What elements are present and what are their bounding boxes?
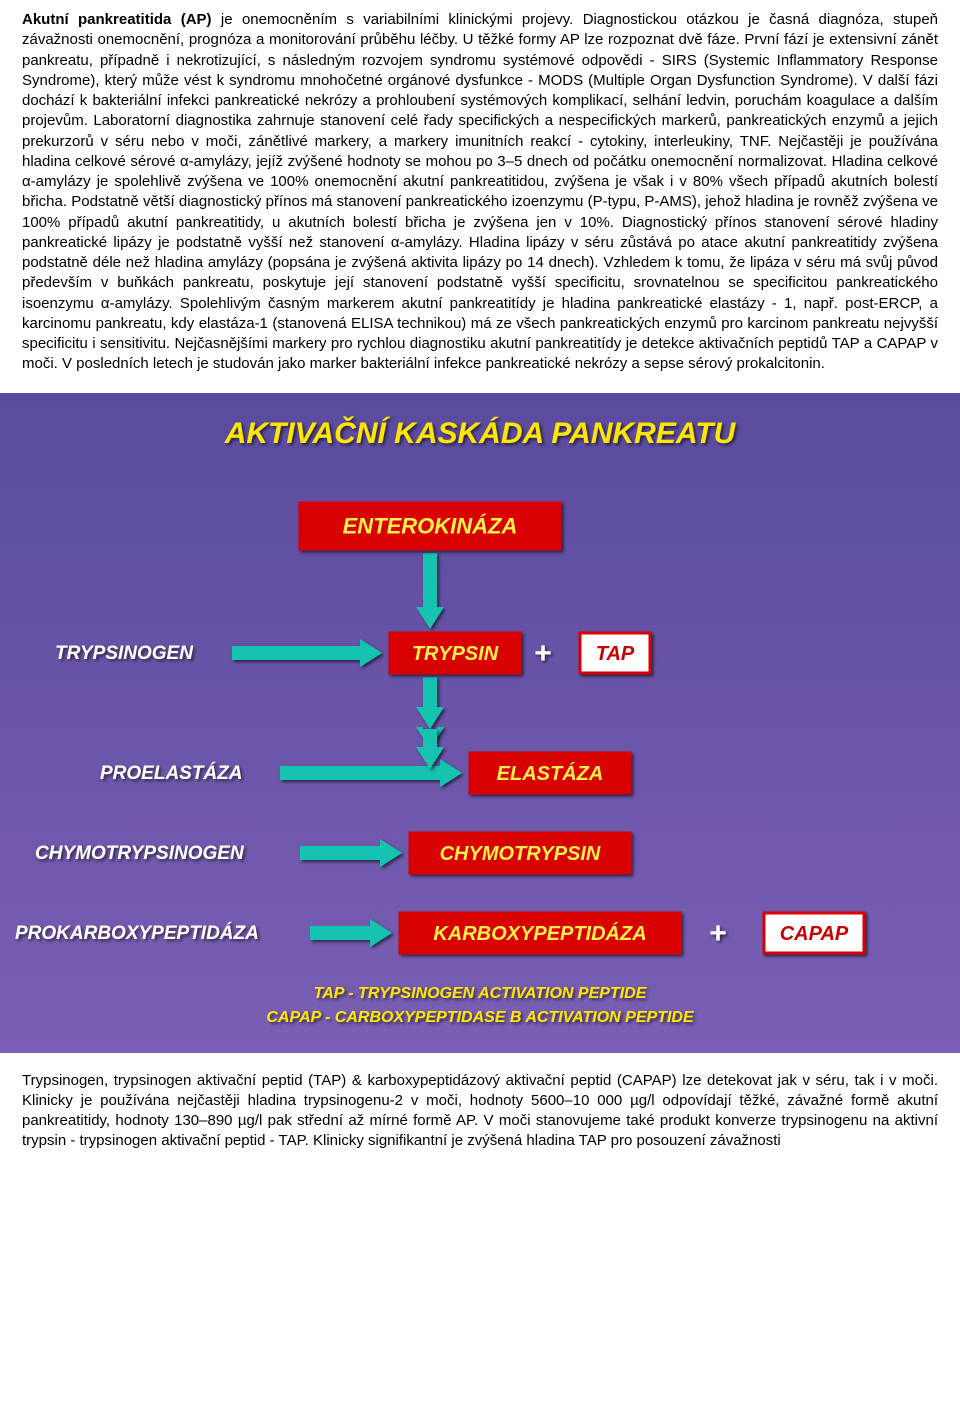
plus-sign-1: + (709, 917, 727, 950)
label-proelastaza: PROELASTÁZA (100, 762, 243, 784)
activation-cascade-diagram: AKTIVAČNÍ KASKÁDA PANKREATU ENTEROKINÁZA… (0, 393, 960, 1053)
intro-paragraph: Akutní pankreatitida (AP) je onemocněním… (0, 0, 960, 393)
ap-title: Akutní pankreatitida (AP) (22, 11, 212, 28)
plus-sign-0: + (534, 637, 552, 670)
node-label-karboxy: KARBOXYPEPTIDÁZA (433, 922, 646, 945)
label-prokarboxy: PROKARBOXYPEPTIDÁZA (15, 922, 259, 944)
label-trypsinogen: TRYPSINOGEN (55, 643, 194, 664)
intro-body: je onemocněním s variabilními klinickými… (22, 11, 938, 372)
caption-paragraph: Trypsinogen, trypsinogen aktivační pepti… (0, 1053, 960, 1162)
diagram-title: AKTIVAČNÍ KASKÁDA PANKREATU (224, 416, 737, 450)
label-chymotrypsinogen: CHYMOTRYPSINOGEN (35, 843, 245, 864)
node-label-capap: CAPAP (780, 923, 849, 945)
node-label-enterokinase: ENTEROKINÁZA (343, 513, 518, 538)
node-label-trypsin: TRYPSIN (412, 643, 499, 665)
node-label-elastase: ELASTÁZA (497, 762, 604, 785)
node-label-chymotrypsin: CHYMOTRYPSIN (440, 843, 601, 865)
footnote-0: TAP - TRYPSINOGEN ACTIVATION PEPTIDE (314, 985, 648, 1002)
footnote-1: CAPAP - CARBOXYPEPTIDASE B ACTIVATION PE… (266, 1009, 695, 1026)
caption-lead: Trypsinogen, trypsinogen aktivační pepti… (22, 1072, 346, 1089)
node-label-tap: TAP (596, 643, 635, 665)
